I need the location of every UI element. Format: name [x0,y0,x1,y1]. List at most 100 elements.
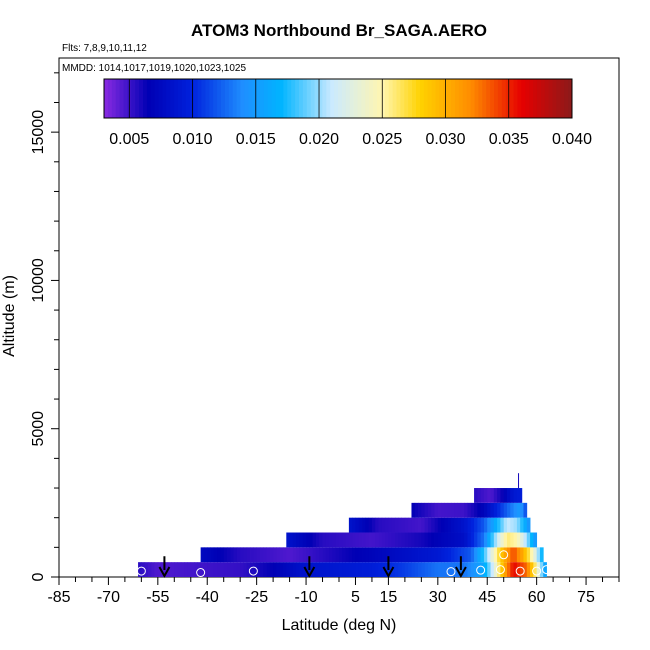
heat-cell [497,547,501,563]
x-tick-label: -40 [196,589,219,606]
heat-cell [404,532,409,548]
heat-cell [174,562,178,577]
colorbar-swatch [369,79,374,118]
heat-cell [523,517,528,533]
heat-cell [395,547,399,563]
heat-cell [516,547,521,563]
heat-cell [223,547,228,563]
colorbar-swatch [232,79,238,118]
heat-cell [408,562,412,577]
heat-cell [253,562,258,577]
heat-cell [348,517,353,533]
heat-cell [144,562,149,577]
heat-cell [250,562,254,577]
colorbar-swatch [111,79,117,118]
colorbar-swatch [131,79,136,118]
heat-cell [378,517,383,533]
heat-cell [487,547,491,563]
heat-cell [490,502,495,518]
heat-cell [477,488,482,503]
heat-cell [348,532,353,548]
colorbar-swatch [263,79,269,118]
x-tick-label: -10 [294,589,317,606]
heat-cell [292,547,297,563]
heat-cell [510,488,514,503]
colorbar-swatch [248,79,253,118]
colorbar-swatch [201,79,206,118]
heat-cell [427,517,432,533]
heat-cell [470,532,475,548]
heat-cell [490,547,495,563]
heat-cell [388,547,393,563]
heat-cell [342,547,346,563]
heat-cell [490,562,495,577]
heat-cell [388,532,393,548]
colorbar-swatch [322,79,327,118]
colorbar-swatch [568,79,573,118]
colorbar-swatch [486,79,491,118]
heat-cell [447,502,452,518]
heat-cell [451,562,455,577]
colorbar-swatch [400,79,405,118]
heat-cell [292,562,297,577]
heat-cell [342,562,346,577]
heat-cell [240,562,244,577]
x-tick-label: 15 [380,589,398,606]
heat-cell [477,562,482,577]
heat-cell [385,547,389,563]
heat-cell [306,532,310,548]
heat-cell [296,547,300,563]
heat-cell [454,532,458,548]
sample-circle [248,566,258,576]
heat-cell [362,547,366,563]
heat-cell [283,547,287,563]
colorbar-swatch [178,79,183,118]
heat-cell [441,502,445,518]
heat-cell [292,532,297,548]
heat-cell [497,562,501,577]
colorbar-swatch [439,79,444,118]
colorbar-swatch [513,79,518,118]
heat-cell [431,517,435,533]
heat-cell [279,562,284,577]
heat-cell [477,502,482,518]
heat-cell [421,562,426,577]
sample-circle [495,565,505,575]
x-tick-label: -85 [47,589,70,606]
heat-cell [401,562,406,577]
heat-cell [434,517,439,533]
arrow-head [303,566,316,579]
heat-cell [299,547,304,563]
colorbar-swatch [341,79,347,118]
heat-cell [312,532,317,548]
arrow-head [382,566,395,579]
heat-cell [447,517,452,533]
heat-cell [520,547,524,563]
heat-cell [213,547,218,563]
heat-cell [411,517,416,533]
heat-cell [217,547,221,563]
heat-cell [483,532,488,548]
heat-cell [480,502,485,518]
heat-cell [319,562,323,577]
heat-cell [315,547,320,563]
heat-cell [516,517,521,533]
colorbar-swatch [548,79,553,118]
heat-cell [454,562,458,577]
colorbar-swatch [107,79,113,118]
heat-cell [315,532,320,548]
heat-cell [385,517,389,533]
heat-cell [395,562,399,577]
heat-cell [220,562,225,577]
heat-cell [329,547,333,563]
heat-cell [421,517,426,533]
heat-cell [335,562,340,577]
heat-cell [421,547,426,563]
heat-cell [493,488,498,503]
heat-cell [253,547,258,563]
heat-cell [539,562,544,577]
heat-cell [411,532,416,548]
heat-cell [503,517,508,533]
heat-cell [533,547,538,563]
colorbar-tick-label: 0.040 [552,131,592,148]
